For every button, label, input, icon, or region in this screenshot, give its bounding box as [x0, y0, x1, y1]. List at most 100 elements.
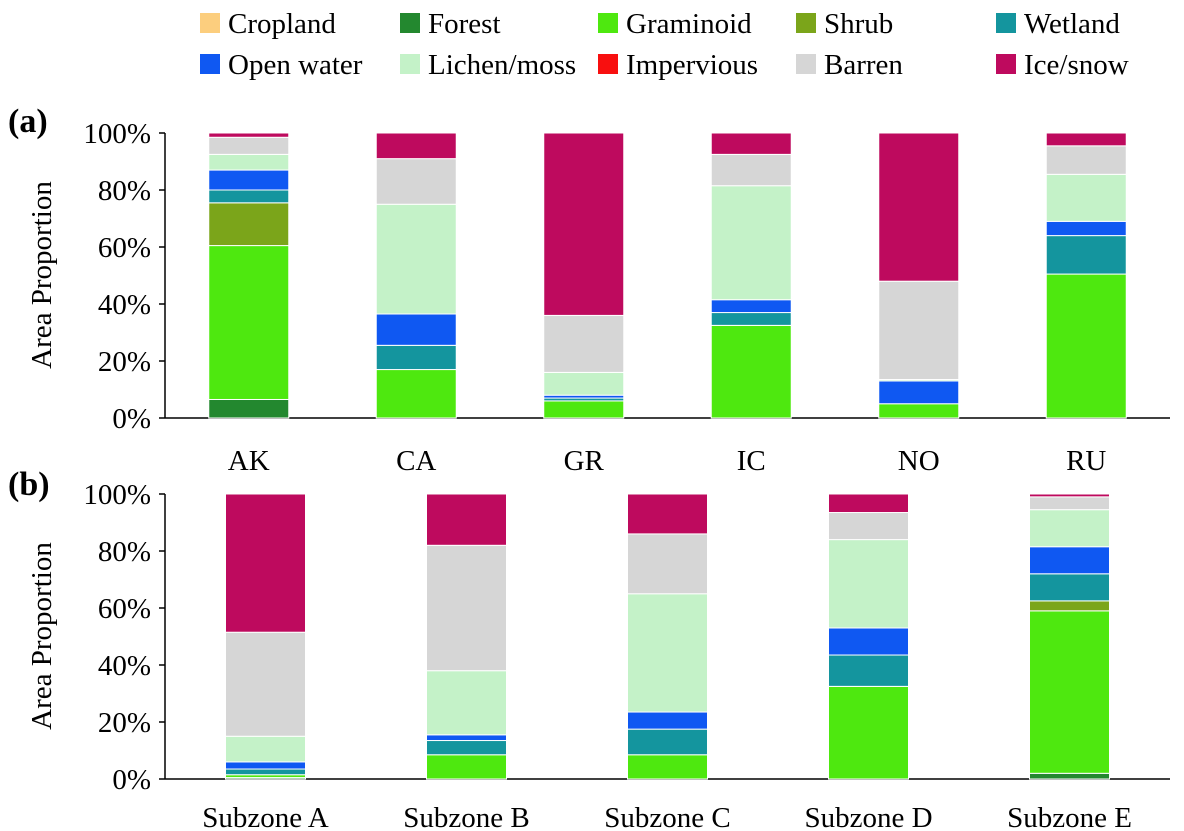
bar-segment-ca-graminoid [375, 369, 457, 419]
legend-swatch-cropland [200, 13, 220, 33]
bar-segment-subzone-c-wetland [627, 728, 708, 756]
legend-swatch-wetland [996, 13, 1016, 33]
legend-label-ice-snow: Ice/snow [1024, 49, 1129, 81]
bar-segment-ak-graminoid [208, 245, 290, 400]
y-tick-label: 40% [98, 650, 151, 682]
y-tick-label: 80% [98, 175, 151, 207]
bar-segment-ca-lichen-moss [375, 203, 457, 315]
x-tick-label: Subzone E [1007, 802, 1132, 831]
bar-segment-ru-graminoid [1045, 273, 1127, 419]
x-tick-label: Subzone C [604, 802, 730, 831]
bar-segment-subzone-e-barren [1029, 496, 1110, 511]
bar-segment-ru-open-water [1045, 220, 1127, 237]
bar-segment-subzone-e-lichen-moss [1029, 509, 1110, 548]
legend-swatch-impervious [598, 54, 618, 74]
x-tick-label: Subzone D [804, 802, 932, 831]
y-tick-label: 60% [98, 232, 151, 264]
legend-label-lichen-moss: Lichen/moss [428, 49, 576, 81]
x-tick-label: AK [228, 445, 270, 477]
y-tick-label: 20% [98, 346, 151, 378]
bar-segment-subzone-e-wetland [1029, 573, 1110, 602]
bar-segment-ic-graminoid [710, 324, 792, 419]
bar-segment-gr-ice-snow [543, 132, 625, 316]
y-axis-title: Area Proportion [26, 542, 58, 730]
bar-segment-subzone-a-barren [225, 631, 306, 737]
bar-segment-subzone-d-lichen-moss [828, 539, 909, 629]
bar-segment-ak-ice-snow [208, 132, 290, 138]
bar-segment-subzone-a-wetland [225, 768, 306, 776]
panel-label: (b) [8, 466, 50, 503]
bar-segment-subzone-e-forest [1029, 772, 1110, 780]
bar-segment-ru-barren [1045, 145, 1127, 175]
bar-segment-subzone-d-open-water [828, 627, 909, 656]
bar-segment-subzone-c-lichen-moss [627, 593, 708, 713]
bar-segment-ru-wetland [1045, 235, 1127, 275]
x-tick-label: NO [898, 445, 940, 477]
y-tick-label: 80% [98, 536, 151, 568]
x-tick-label: IC [737, 445, 766, 477]
bar-segment-ak-shrub [208, 202, 290, 247]
bar-segment-subzone-b-ice-snow [426, 493, 507, 546]
x-tick-label: CA [396, 445, 436, 477]
bar-segment-ru-lichen-moss [1045, 173, 1127, 222]
y-axis-title: Area Proportion [26, 181, 58, 369]
legend-swatch-graminoid [598, 13, 618, 33]
x-tick-label: Subzone A [202, 802, 329, 831]
bar-segment-subzone-b-graminoid [426, 754, 507, 780]
bar-segment-no-barren [878, 280, 960, 381]
legend-label-impervious: Impervious [626, 49, 758, 81]
bar-segment-ic-barren [710, 153, 792, 187]
y-tick-label: 20% [98, 707, 151, 739]
legend-label-shrub: Shrub [824, 8, 893, 40]
bar-segment-ru-ice-snow [1045, 132, 1127, 147]
y-tick-label: 0% [112, 764, 151, 796]
bar-segment-ak-wetland [208, 189, 290, 204]
bar-segment-subzone-d-wetland [828, 654, 909, 687]
legend-label-forest: Forest [428, 8, 501, 40]
bar-segment-subzone-d-barren [828, 512, 909, 541]
bar-segment-subzone-a-lichen-moss [225, 735, 306, 763]
bar-segment-subzone-c-graminoid [627, 754, 708, 780]
bar-segment-ic-lichen-moss [710, 185, 792, 301]
legend: Cropland Forest Graminoid Shrub Wetland Open … [200, 8, 1129, 81]
bar-segment-gr-graminoid [543, 400, 625, 419]
bar-segment-subzone-b-barren [426, 544, 507, 672]
legend-swatch-ice-snow [996, 54, 1016, 74]
bar-segment-subzone-e-shrub [1029, 600, 1110, 612]
x-tick-label: Subzone B [403, 802, 529, 831]
bar-segment-subzone-a-ice-snow [225, 493, 306, 633]
bar-segment-ak-open-water [208, 169, 290, 191]
bar-segment-subzone-c-ice-snow [627, 493, 708, 535]
bar-segment-no-open-water [878, 380, 960, 405]
bar-segment-subzone-a-open-water [225, 761, 306, 770]
legend-swatch-forest [400, 13, 420, 33]
bar-segment-subzone-b-lichen-moss [426, 670, 507, 736]
bar-segment-subzone-b-open-water [426, 734, 507, 742]
panel-label: (a) [8, 103, 48, 140]
bar-segment-ic-wetland [710, 312, 792, 326]
panel-a-chart: (a) Area Proportion 0% 20% 40% 60% 80% 100% AK CA… [8, 103, 1170, 477]
bar-segment-ak-barren [208, 136, 290, 155]
bar-segment-subzone-c-open-water [627, 711, 708, 730]
bar-segment-subzone-d-graminoid [828, 685, 909, 780]
panel-b-chart: (b) Area Proportion 0% 20% 40% 60% 80% 100% Subz… [8, 466, 1170, 831]
bar-segment-ca-ice-snow [375, 132, 457, 160]
bar-segment-subzone-e-graminoid [1029, 610, 1110, 774]
bar-segment-no-ice-snow [878, 132, 960, 282]
legend-label-graminoid: Graminoid [626, 8, 752, 40]
bar-segment-subzone-b-wetland [426, 740, 507, 756]
legend-swatch-open-water [200, 54, 220, 74]
bar-segment-ca-barren [375, 158, 457, 205]
bar-segment-ic-open-water [710, 299, 792, 314]
bar-segment-subzone-d-ice-snow [828, 493, 909, 514]
bar-segment-subzone-e-ice-snow [1029, 493, 1110, 498]
legend-swatch-barren [796, 54, 816, 74]
bar-segment-ic-ice-snow [710, 132, 792, 155]
legend-swatch-shrub [796, 13, 816, 33]
legend-label-wetland: Wetland [1024, 8, 1120, 40]
bar-segment-ca-wetland [375, 344, 457, 371]
bar-segment-ak-forest [208, 398, 290, 419]
y-tick-label: 100% [83, 479, 151, 511]
y-tick-label: 60% [98, 593, 151, 625]
